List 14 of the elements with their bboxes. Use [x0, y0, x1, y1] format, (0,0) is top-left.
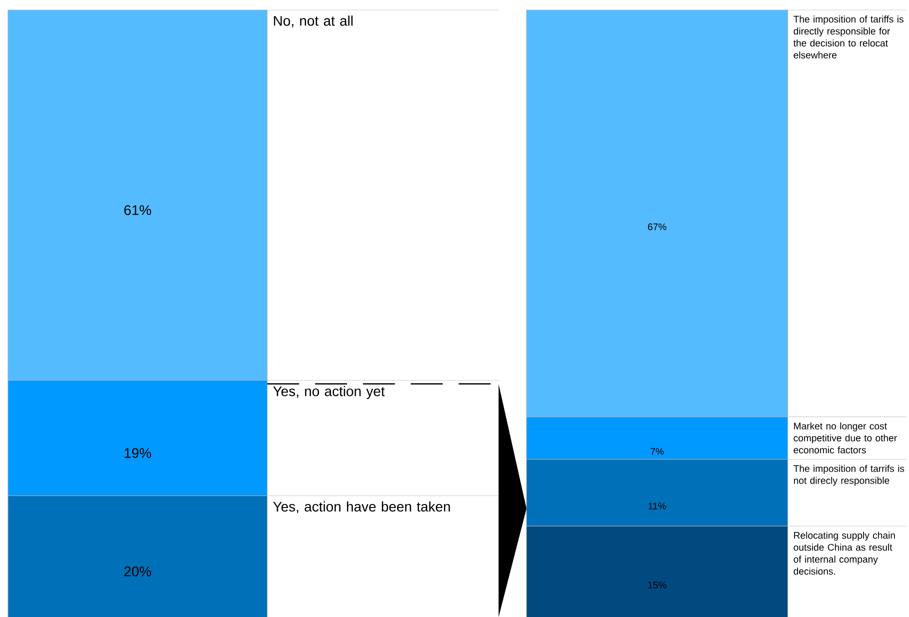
- data-label: 19%: [124, 448, 152, 458]
- data-label: 7%: [650, 448, 664, 455]
- data-label: 15%: [648, 581, 666, 588]
- series-label: The imposition of tariffs is directly responsible for the decision to relocat elsewhere: [793, 15, 904, 58]
- series-label: Relocating supply chain outside China as result of internal company decisions.: [794, 531, 895, 574]
- data-label: 20%: [124, 566, 152, 576]
- series-label: No, not at all: [274, 15, 353, 28]
- series-label: The imposition of tarrifs is not direcly responsible: [794, 464, 904, 486]
- data-label: 11%: [648, 502, 666, 510]
- data-label: 61%: [124, 204, 152, 215]
- series-label: Market no longer cost competitive due to other economic factors: [794, 422, 897, 454]
- series-label: Yes, no action yet: [273, 386, 385, 399]
- series-label: Yes, action have been taken: [273, 501, 450, 514]
- data-label: 67%: [648, 223, 666, 230]
